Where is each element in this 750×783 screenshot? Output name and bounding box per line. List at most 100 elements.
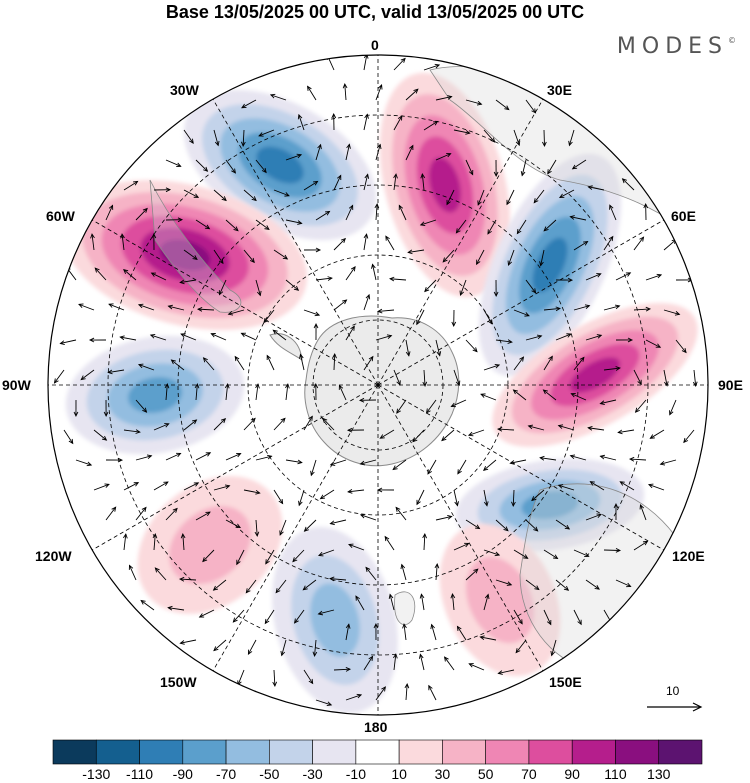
wind-arrow [285, 383, 290, 401]
wind-arrow [241, 99, 257, 109]
wind-arrow [585, 513, 602, 521]
wind-arrow [405, 88, 419, 101]
wind-arrow [363, 293, 371, 311]
wind-arrow [412, 429, 425, 443]
wind-arrow [465, 99, 483, 106]
wind-arrow [263, 309, 275, 324]
wind-arrow [375, 84, 383, 101]
colorbar-tick-label: 130 [647, 766, 671, 782]
wind-arrow [683, 429, 695, 444]
wind-arrow [599, 399, 617, 406]
wind-arrow [183, 419, 198, 431]
wind-arrow [292, 549, 305, 563]
wind-arrow [227, 309, 245, 316]
wind-arrow [555, 579, 570, 591]
wind-arrow [573, 304, 591, 311]
wind-arrow [151, 232, 157, 251]
wind-arrow [333, 174, 342, 191]
wind-arrow [555, 519, 571, 530]
south-america [149, 179, 242, 313]
wind-arrow [645, 339, 662, 348]
wind-arrow [396, 399, 407, 414]
wind-arrow [573, 609, 582, 626]
colorbar [52, 739, 703, 765]
wind-arrow [313, 382, 319, 401]
wind-arrow [422, 532, 427, 551]
wind-arrow [255, 279, 262, 297]
wind-arrow [213, 129, 220, 147]
wind-arrow [234, 355, 245, 371]
wind-arrow [435, 339, 442, 357]
wind-arrow [303, 247, 322, 253]
colorbar-tick-label: -50 [259, 766, 280, 782]
wind-arrow [603, 304, 621, 311]
wind-arrow [453, 489, 459, 507]
wind-vectors [53, 55, 698, 707]
meridian-line [377, 219, 664, 386]
wind-arrow [293, 609, 305, 624]
colorbar-tick-label: 90 [564, 766, 580, 782]
wind-arrow [513, 549, 529, 559]
wind-arrow [459, 279, 467, 296]
wind-arrow [465, 568, 479, 581]
antarctica [304, 315, 460, 467]
wind-arrow [195, 219, 211, 230]
wind-arrow [279, 519, 287, 536]
colorbar-swatch [398, 739, 443, 765]
wind-arrow [355, 595, 365, 611]
wind-arrow [297, 113, 305, 131]
wind-arrow [213, 189, 227, 202]
wind-arrow [495, 579, 513, 586]
wind-arrow [558, 189, 575, 199]
wind-arrow [329, 576, 347, 582]
wind-arrow [430, 623, 437, 641]
wind-arrow [195, 452, 212, 461]
wind-arrow [315, 276, 333, 281]
wind-arrow [453, 542, 470, 551]
wind-arrow [164, 383, 170, 401]
wind-arrow [615, 272, 632, 281]
lon-label-120e: 120E [672, 548, 705, 564]
wind-arrow [225, 219, 239, 232]
wind-arrow [443, 656, 455, 671]
wind-arrow [73, 399, 79, 418]
wind-arrow [150, 272, 167, 281]
wind-arrow [527, 424, 545, 431]
wind-arrow [480, 393, 497, 401]
wind-arrow [280, 639, 287, 657]
wind-arrow [123, 268, 137, 281]
lon-label-90w: 90W [2, 377, 31, 393]
colorbar-swatch [355, 739, 400, 765]
brand-mark: © [728, 36, 736, 45]
wind-arrow [107, 369, 125, 375]
wind-arrow [194, 383, 200, 401]
wind-arrow [285, 459, 303, 465]
wind-arrow [555, 277, 574, 283]
wind-arrow [402, 623, 407, 641]
wind-arrow [329, 519, 347, 526]
lon-label-90e: 90E [718, 377, 743, 393]
wind-arrow [167, 304, 185, 311]
wind-arrow [273, 249, 289, 260]
wind-arrow [425, 399, 437, 414]
wind-arrow [88, 337, 107, 343]
wind-arrow [315, 143, 322, 161]
wind-arrow [547, 159, 557, 175]
wind-arrow [585, 273, 602, 281]
wind-arrow [476, 249, 485, 266]
wind-arrow [615, 337, 634, 343]
anomaly-neg-90W [65, 335, 245, 455]
wind-arrow [465, 339, 478, 353]
wind-arrow [243, 249, 255, 264]
wind-arrow [550, 639, 557, 657]
wind-arrow [495, 99, 510, 111]
map-border [47, 54, 709, 716]
wind-arrow [568, 129, 575, 147]
wind-arrow [446, 189, 455, 206]
wind-arrow [513, 129, 521, 147]
colorbar-swatch [615, 739, 660, 765]
wind-arrow [358, 397, 377, 403]
wind-arrow [272, 669, 278, 688]
wind-arrow [225, 159, 236, 174]
